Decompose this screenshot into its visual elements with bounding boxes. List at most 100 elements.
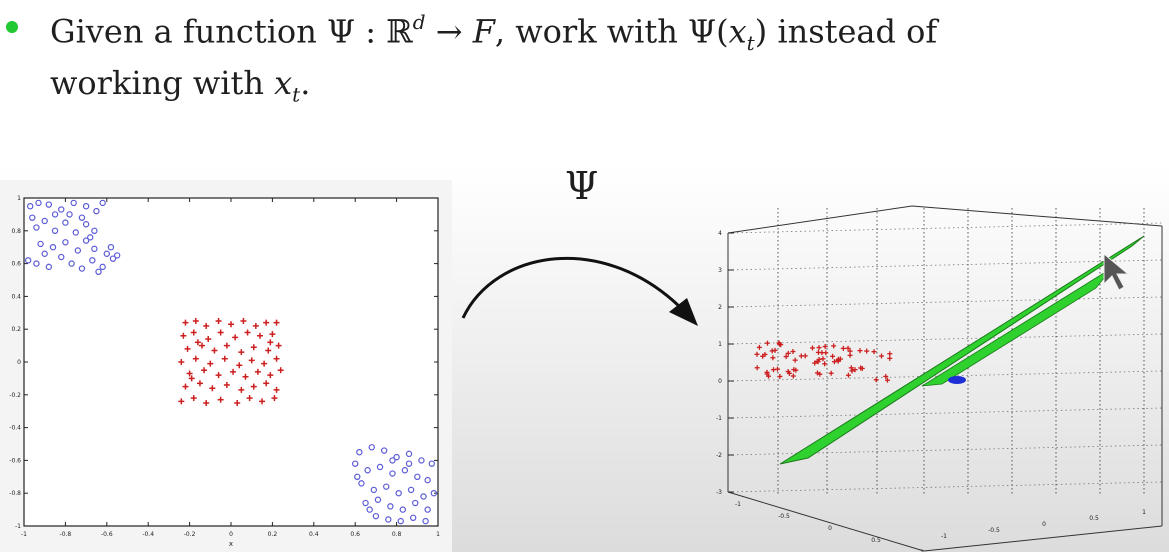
data-point-circle [374, 496, 382, 503]
data-point-circle [62, 219, 69, 226]
data-point-plus [852, 367, 858, 373]
data-point-plus [822, 361, 828, 367]
data-point-plus [192, 355, 199, 362]
data-point-plus [192, 318, 199, 324]
data-point-circle [93, 207, 100, 215]
data-point-plus [820, 356, 826, 362]
data-point-plus [883, 373, 889, 379]
y-tick-label: 0 [17, 359, 21, 366]
data-point-plus [186, 370, 193, 377]
data-point-plus [205, 336, 212, 343]
data-point-plus [267, 339, 274, 346]
data-point-circle [33, 260, 40, 267]
reals-symbol: ℝ [386, 12, 413, 51]
data-point-plus [182, 383, 189, 390]
data-point-plus [201, 367, 208, 374]
data-point-plus [263, 380, 270, 387]
data-point-plus [783, 354, 789, 360]
data-point-plus [263, 319, 270, 326]
data-point-plus [792, 357, 798, 363]
data-point-plus [878, 353, 884, 359]
z-tick-label: 4 [718, 230, 722, 237]
data-point-plus [184, 345, 191, 352]
y-tick-label: 0.8 [11, 228, 21, 235]
data-point-circle [370, 486, 378, 494]
data-point-plus [857, 348, 863, 354]
data-point-plus [831, 343, 837, 349]
data-point-circle [407, 486, 415, 494]
data-point-circle [372, 512, 380, 520]
data-point-circle [45, 201, 53, 208]
data-point-circle [37, 240, 44, 248]
separating-plane-face [921, 267, 1113, 387]
maps-to-arrow: → [425, 12, 473, 51]
data-point-plus [754, 365, 760, 371]
data-point-plus [234, 400, 241, 406]
data-point-circle [87, 234, 94, 241]
axis-frame-line [727, 491, 925, 552]
data-point-circle [49, 243, 57, 251]
data-point-plus [199, 342, 206, 349]
data-point-plus [190, 329, 197, 336]
data-point-plus [221, 355, 228, 362]
data-point-plus [236, 362, 243, 369]
data-point-plus [211, 347, 218, 354]
y-tick-label: 0.2 [11, 326, 21, 333]
y-tick-label: -1 [941, 533, 947, 540]
x-tick-label: -0.5 [778, 513, 790, 520]
data-point-circle [383, 483, 390, 490]
data-point-plus [265, 347, 272, 354]
x-axis-label: x [229, 540, 233, 548]
data-point-circle [356, 449, 363, 456]
grid-line [727, 333, 1163, 345]
x-tick-label: 1 [436, 531, 440, 538]
data-point-plus [271, 395, 278, 402]
data-point-circle [418, 457, 425, 464]
data-point-circle [78, 265, 86, 272]
data-point-circle [103, 250, 111, 257]
separating-plane [779, 235, 1145, 465]
data-point-circle [399, 506, 407, 513]
data-point-plus [848, 365, 854, 371]
data-point-circle [27, 203, 34, 210]
data-point-plus [845, 345, 851, 351]
y-tick-label: -0.5 [988, 527, 1000, 534]
data-point-plus [840, 345, 846, 351]
x-tick-label: -1 [735, 501, 741, 508]
data-point-circle [62, 239, 69, 246]
data-point-circle [420, 493, 427, 500]
data-point-plus [188, 375, 195, 382]
data-point-circle [45, 263, 53, 271]
data-point-circle [424, 506, 431, 513]
data-point-plus [847, 352, 853, 358]
data-point-plus [830, 353, 836, 359]
colon-text: : [355, 12, 387, 51]
data-point-plus [777, 373, 783, 379]
data-point-circle [424, 476, 431, 484]
y-tick-label: -0.2 [9, 392, 21, 399]
data-point-circle [428, 460, 435, 467]
data-point-plus [250, 383, 257, 390]
y-tick-label: 1 [17, 195, 21, 202]
data-point-circle [58, 253, 65, 261]
data-point-circle [24, 257, 32, 264]
x-tick-label: -0.8 [60, 531, 72, 538]
grid-line [727, 407, 1163, 419]
bullet-line-2: working with xt. [50, 63, 310, 114]
data-point-circle [387, 503, 394, 510]
data-point-circle [29, 214, 36, 221]
data-point-circle [401, 467, 409, 474]
data-point-plus [873, 377, 879, 383]
data-point-circle [74, 247, 82, 254]
data-point-plus [240, 318, 247, 324]
data-point-circle [99, 199, 106, 207]
data-point-plus [203, 400, 210, 406]
y-tick-label: -0.8 [9, 490, 21, 497]
x-tick-label: -0.4 [142, 531, 154, 538]
data-point-circle [368, 444, 375, 451]
data-point-circle [397, 517, 404, 525]
data-point-plus [756, 344, 762, 350]
data-point-circle [422, 517, 429, 525]
data-point-plus [244, 329, 251, 336]
t-subscript: t [292, 82, 301, 107]
